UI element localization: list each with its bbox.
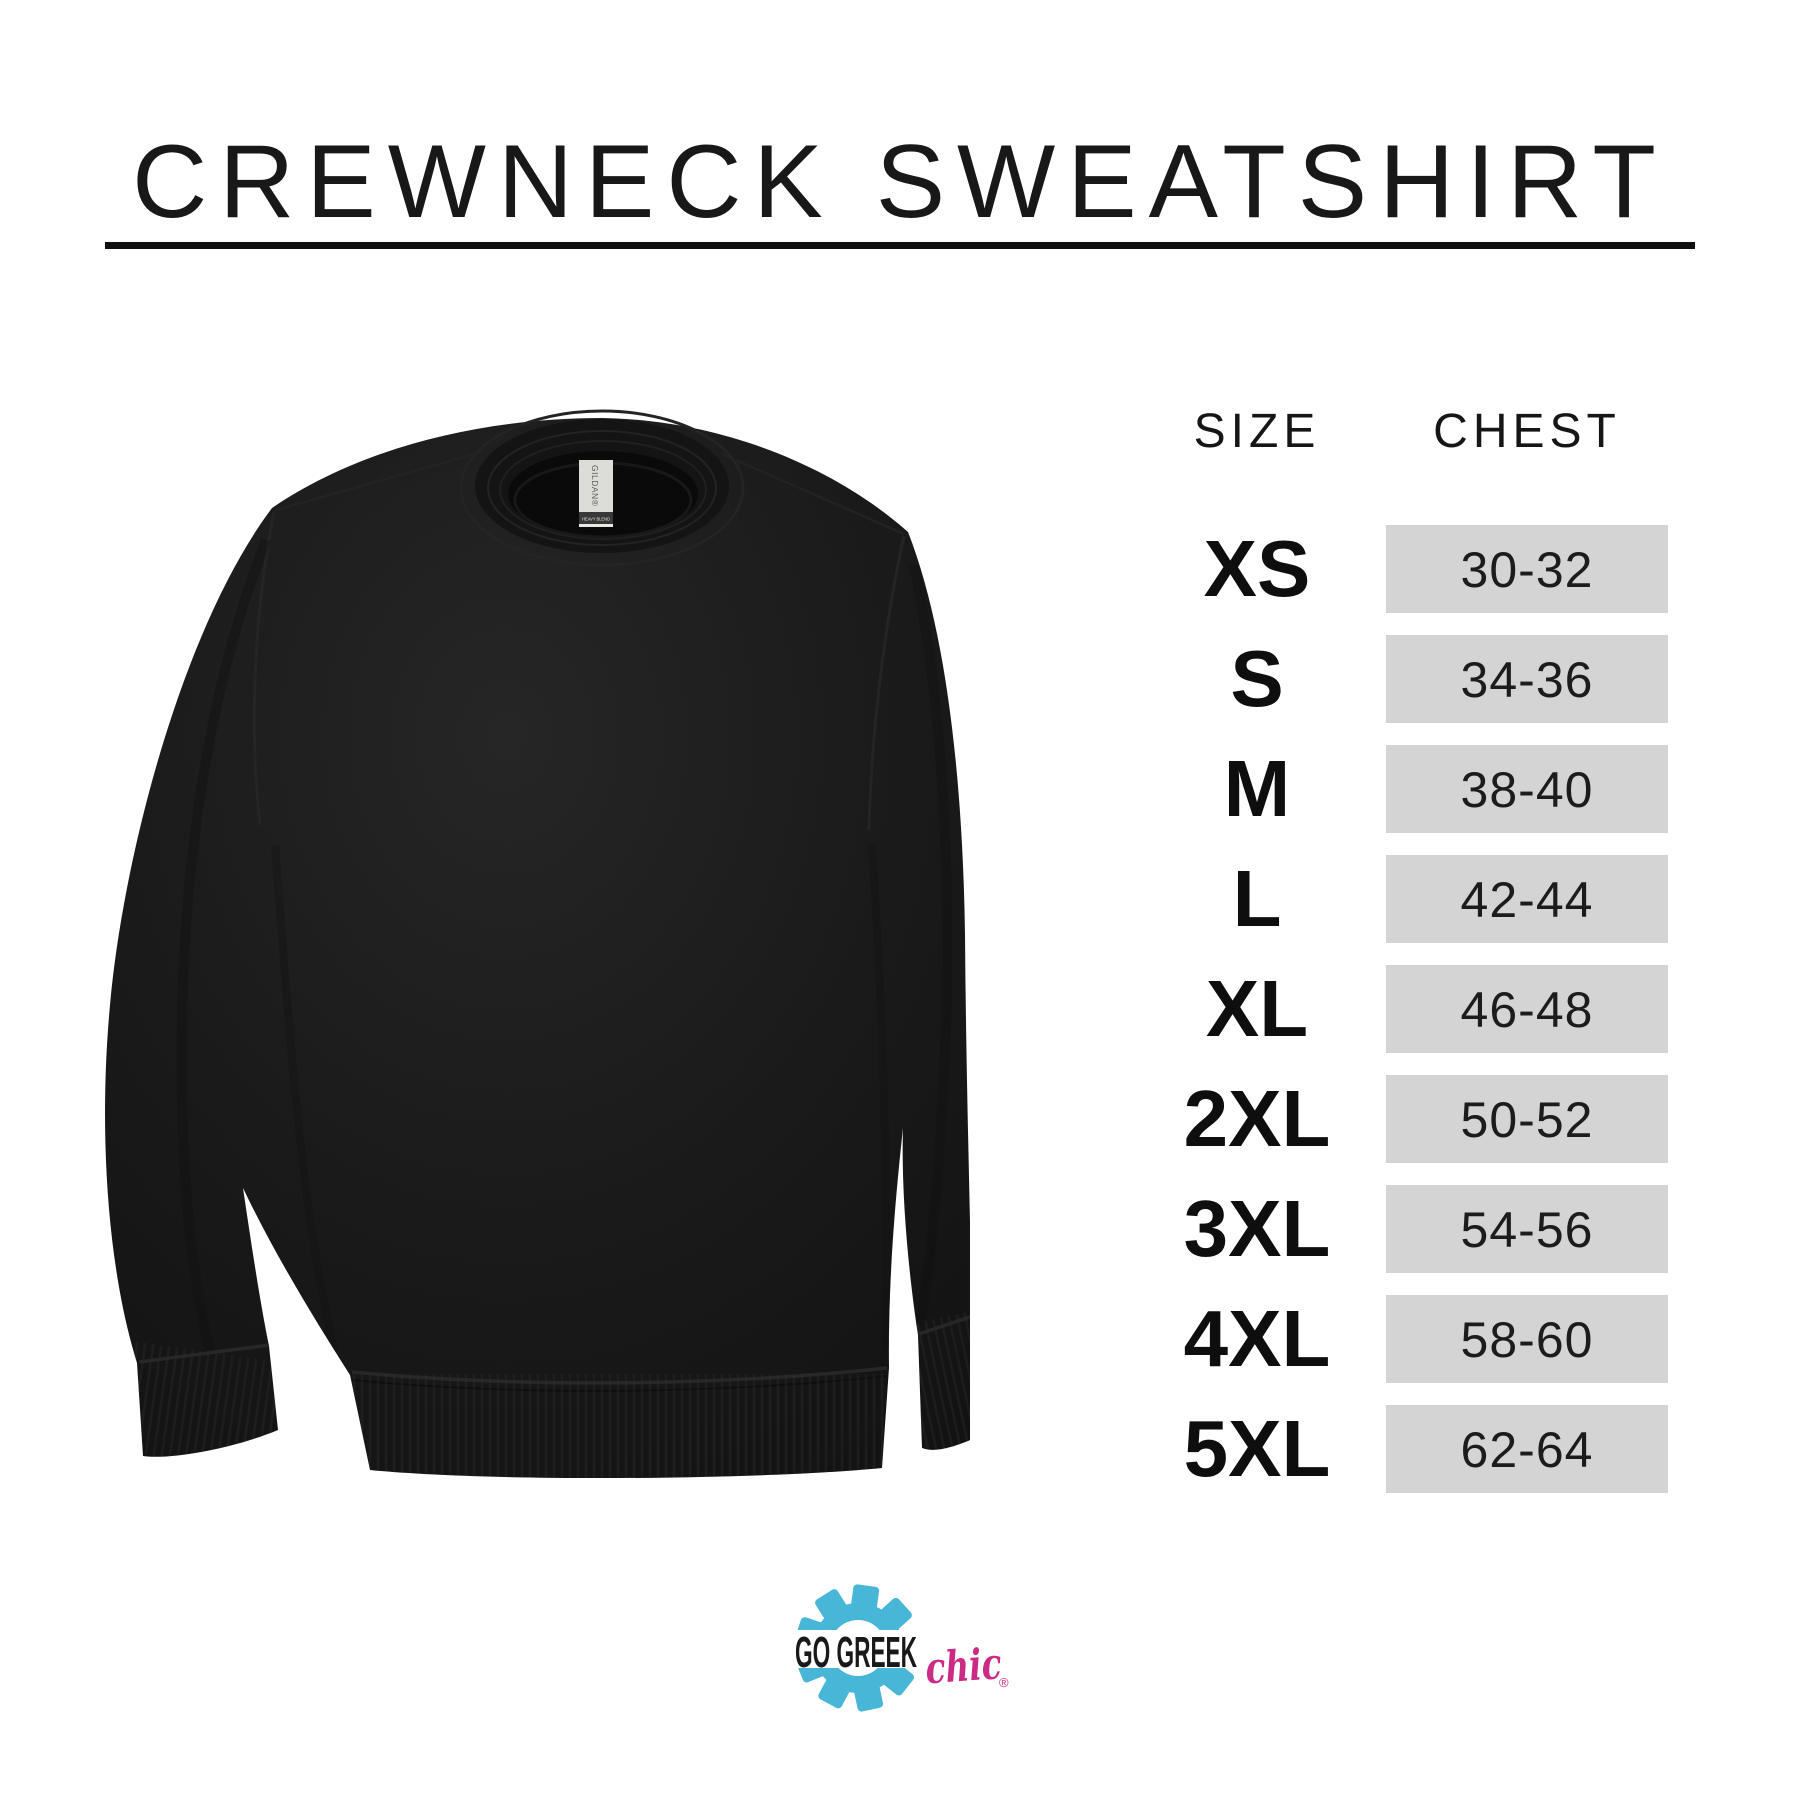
size-row-l: L 42-44: [1107, 855, 1668, 943]
product-image: GILDAN® HEAVY BLEND: [70, 390, 975, 1490]
title-underline: [105, 242, 1695, 249]
sweatshirt-body: [105, 418, 975, 1479]
size-row-xl: XL 46-48: [1107, 965, 1668, 1053]
neck-tag-line: HEAVY BLEND: [582, 517, 611, 522]
brand-logo: GO GREEK chic ®: [780, 1575, 1030, 1725]
size-label: 3XL: [1183, 1184, 1331, 1273]
size-chart-header-row: SIZE CHEST: [0, 400, 1800, 464]
chest-range-cell: 54-56: [1386, 1185, 1668, 1273]
size-column-header: SIZE: [1193, 405, 1321, 458]
size-label: M: [1223, 744, 1291, 833]
chest-range-cell: 38-40: [1386, 745, 1668, 833]
size-label: XL: [1205, 964, 1309, 1053]
page-title: CREWNECK SWEATSHIRT: [132, 124, 1668, 240]
neck-tag-body: [579, 460, 613, 512]
sweatshirt-illustration: GILDAN® HEAVY BLEND: [105, 409, 975, 1479]
chest-range-cell: 50-52: [1386, 1075, 1668, 1163]
size-row-3xl: 3XL 54-56: [1107, 1185, 1668, 1273]
chest-range: 38-40: [1460, 762, 1594, 818]
neck-tag-band: [579, 512, 613, 524]
size-label: 4XL: [1183, 1294, 1331, 1383]
size-row-4xl: 4XL 58-60: [1107, 1295, 1668, 1383]
chest-range-cell: 46-48: [1386, 965, 1668, 1053]
chest-range-cell: 62-64: [1386, 1405, 1668, 1493]
chest-range: 62-64: [1460, 1422, 1594, 1478]
go-greek-chic-logo: GO GREEK chic ®: [780, 1584, 1009, 1712]
chest-column-header: CHEST: [1433, 405, 1621, 458]
chest-range-cell: 30-32: [1386, 525, 1668, 613]
size-label: L: [1232, 854, 1282, 943]
size-chart: XS 30-32 S 34-36 M 38-40 L 42-44 XL 46-4…: [1107, 525, 1668, 1493]
size-label: XS: [1203, 524, 1311, 613]
chest-range-cell: 58-60: [1386, 1295, 1668, 1383]
neck-tag: GILDAN® HEAVY BLEND: [579, 460, 613, 527]
chest-range: 46-48: [1460, 982, 1594, 1038]
chest-range: 34-36: [1460, 652, 1594, 708]
size-row-m: M 38-40: [1107, 745, 1668, 833]
size-row-s: S 34-36: [1107, 635, 1668, 723]
size-row-xs: XS 30-32: [1107, 525, 1668, 613]
size-label: 2XL: [1183, 1074, 1331, 1163]
size-label: 5XL: [1183, 1404, 1331, 1493]
chest-range-cell: 42-44: [1386, 855, 1668, 943]
chest-range: 42-44: [1460, 872, 1594, 928]
chest-range: 30-32: [1460, 542, 1594, 598]
logo-text-script: chic: [924, 1639, 1003, 1694]
size-row-2xl: 2XL 50-52: [1107, 1075, 1668, 1163]
chest-range: 54-56: [1460, 1202, 1594, 1258]
chest-range-cell: 34-36: [1386, 635, 1668, 723]
logo-text-main: GO GREEK: [795, 1628, 917, 1677]
size-label: S: [1230, 634, 1284, 723]
neck-tag-brand: GILDAN®: [590, 465, 600, 507]
size-row-5xl: 5XL 62-64: [1107, 1405, 1668, 1493]
logo-registered-mark: ®: [999, 1675, 1009, 1690]
chest-range: 58-60: [1460, 1312, 1594, 1368]
chest-range: 50-52: [1460, 1092, 1594, 1148]
